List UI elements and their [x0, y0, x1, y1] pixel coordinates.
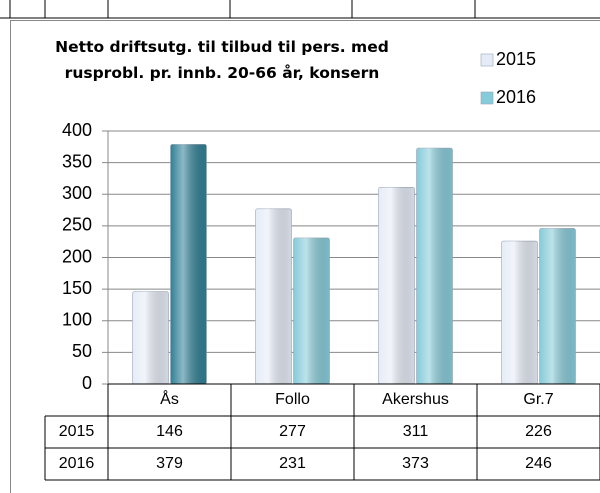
bar-shine	[132, 291, 169, 384]
x-tick-label: Gr.7	[523, 391, 553, 408]
y-tick-label: 350	[62, 151, 92, 171]
legend-swatch	[480, 53, 494, 67]
table-value: 226	[525, 423, 552, 440]
y-tick-label: 100	[62, 310, 92, 330]
bar-shine	[255, 208, 292, 384]
x-tick-label: Follo	[275, 391, 310, 408]
table-value: 373	[402, 455, 429, 472]
x-tick-label: Ås	[160, 389, 179, 408]
table-value: 246	[525, 455, 552, 472]
x-tick-label: Akershus	[382, 391, 449, 408]
bar-shine	[293, 237, 330, 384]
bar-shine	[378, 187, 415, 384]
y-tick-label: 250	[62, 215, 92, 235]
bar-shine	[416, 148, 453, 384]
table-series-name: 2015	[59, 423, 95, 440]
bar-shine	[501, 241, 538, 384]
y-tick-label: 0	[82, 373, 92, 393]
bar-shine	[539, 228, 576, 384]
y-tick-label: 150	[62, 278, 92, 298]
chart-title: Netto driftsutg. til tilbud til pers. me…	[55, 38, 389, 82]
table-value: 379	[156, 455, 183, 472]
table-value: 146	[156, 423, 183, 440]
legend-label: 2016	[496, 87, 536, 107]
y-tick-label: 400	[62, 120, 92, 140]
bar-shine	[170, 144, 207, 384]
table-value: 231	[279, 455, 306, 472]
legend-label: 2015	[496, 49, 536, 69]
table-value: 311	[403, 423, 429, 440]
y-tick-label: 300	[62, 183, 92, 203]
chart-frame	[10, 20, 600, 493]
prior-table-strip	[0, 0, 600, 19]
table-value: 277	[279, 423, 306, 440]
table-series-name: 2016	[59, 455, 95, 472]
y-tick-label: 200	[62, 246, 92, 266]
legend-swatch	[480, 91, 494, 105]
y-tick-label: 50	[72, 341, 92, 361]
